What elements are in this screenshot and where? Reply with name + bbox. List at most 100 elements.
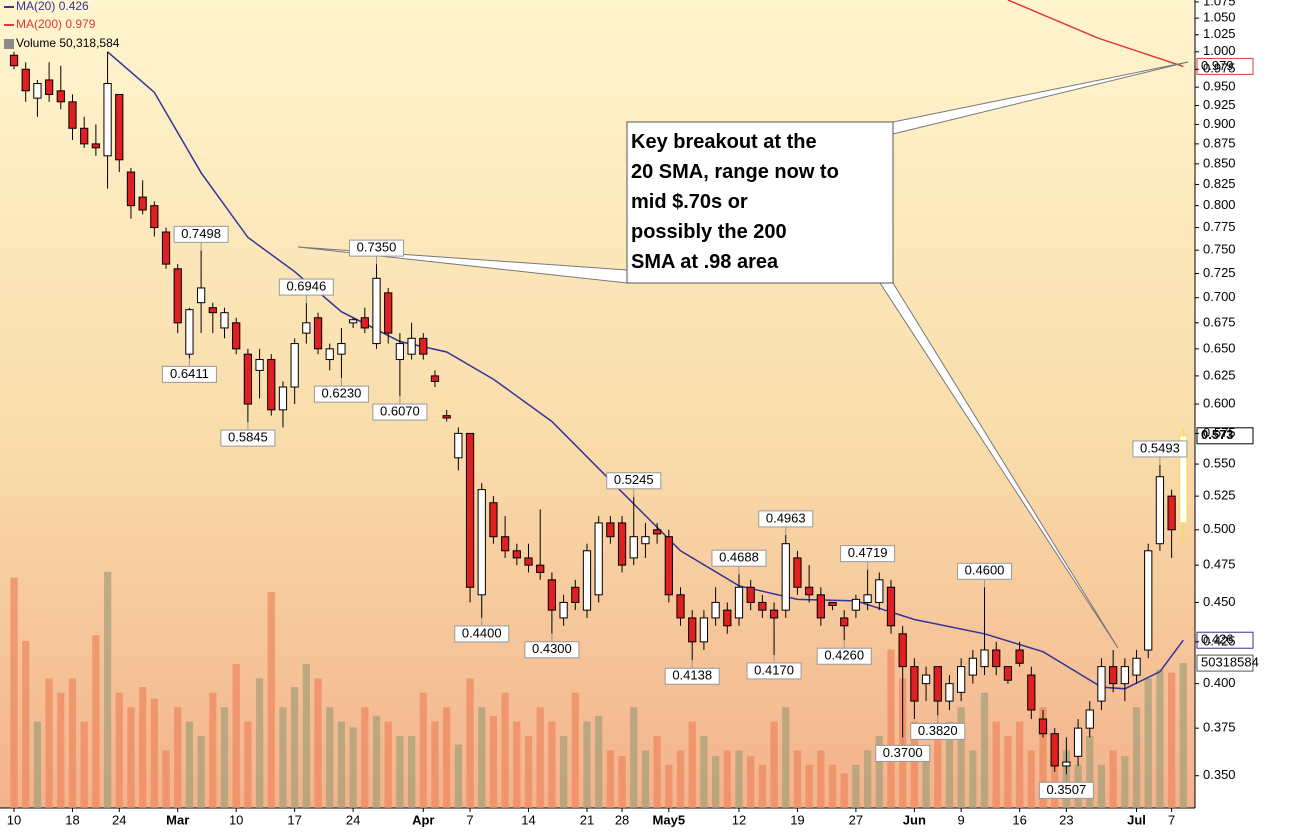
- candle-body: [1073, 727, 1083, 757]
- candle-body: [1109, 666, 1118, 685]
- x-tick-label: May5: [653, 812, 686, 827]
- volume-bar: [852, 764, 860, 808]
- legend-text: MA(20) 0.426: [16, 0, 89, 13]
- candle-body: [337, 343, 346, 355]
- legend-text: Volume 50,318,584: [16, 36, 120, 50]
- candle-body: [921, 674, 931, 685]
- y-tick-label: 1.025: [1203, 26, 1236, 41]
- candle-body: [103, 83, 112, 157]
- candle-body: [161, 231, 171, 265]
- candle-body: [582, 550, 592, 611]
- candle-body: [33, 83, 42, 99]
- price-label: 0.4600: [965, 563, 1005, 578]
- candle-body: [1120, 666, 1129, 685]
- price-tag: [1196, 631, 1254, 649]
- candle-body: [477, 489, 486, 596]
- x-tick-label: 27: [849, 812, 863, 827]
- volume-bar: [185, 721, 194, 808]
- ma-line: [1007, 0, 1184, 68]
- candle-body: [933, 666, 942, 702]
- volume-bar: [232, 664, 240, 808]
- x-tick-label: 10: [229, 812, 243, 827]
- callout-line: mid $.70s or: [631, 191, 748, 213]
- legend-swatch: [4, 39, 14, 49]
- volume-bar: [817, 750, 825, 808]
- y-tick-label: 0.425: [1203, 633, 1236, 648]
- label-box: [746, 662, 802, 680]
- y-tick-label: 0.550: [1203, 455, 1236, 470]
- candle-body: [1050, 733, 1059, 767]
- price-label: 0.4260: [824, 648, 864, 663]
- candle-body: [501, 536, 510, 552]
- candle-body: [80, 127, 89, 145]
- volume-bar: [197, 736, 205, 808]
- volume-bar: [992, 721, 1000, 808]
- candle-body: [512, 550, 521, 559]
- candle-body: [372, 277, 381, 345]
- candle-body: [173, 268, 182, 324]
- candle-body: [267, 359, 276, 411]
- candle-body: [968, 657, 977, 676]
- candle-body: [606, 522, 615, 538]
- volume-bar: [466, 678, 474, 808]
- label-box: [910, 722, 966, 740]
- label-box: [664, 667, 720, 685]
- candle-body: [44, 79, 54, 95]
- candle-body: [384, 292, 393, 334]
- candle-body: [805, 586, 814, 596]
- candle-body: [875, 579, 884, 603]
- price-label: 0.4170: [754, 662, 794, 677]
- volume-bar: [68, 678, 77, 808]
- candle-body: [302, 322, 311, 334]
- candle-body: [489, 502, 498, 538]
- candle-body: [185, 309, 194, 355]
- label-box: [758, 510, 814, 528]
- candle-body: [886, 586, 896, 627]
- callout-line: 20 SMA, range now to: [631, 161, 839, 183]
- candle-body: [851, 598, 861, 611]
- candle-body: [1062, 761, 1071, 767]
- price-label: 0.3820: [918, 723, 958, 738]
- volume-bar: [10, 577, 18, 808]
- label-box: [606, 472, 662, 490]
- volume-bar: [337, 721, 346, 808]
- label-box: [313, 385, 369, 403]
- y-tick-label: 0.750: [1203, 242, 1236, 257]
- volume-bar: [431, 721, 439, 808]
- volume-bar: [758, 764, 766, 808]
- candle-body: [419, 337, 428, 355]
- candle-body: [898, 633, 907, 668]
- callout-line: Key breakout at the: [631, 131, 817, 153]
- price-label: 0.5845: [228, 430, 268, 445]
- volume-bar: [419, 692, 427, 808]
- volume-bar: [548, 721, 556, 808]
- plot-background: [0, 0, 1195, 808]
- price-tag: [1196, 427, 1254, 445]
- label-box: [278, 278, 334, 296]
- label-box: [1132, 440, 1188, 458]
- volume-bar: [618, 756, 626, 808]
- volume-bar: [1132, 707, 1141, 808]
- volume-bar: [209, 692, 217, 808]
- x-tick-label: 24: [346, 812, 360, 827]
- volume-bar: [33, 721, 42, 808]
- volume-bar: [980, 692, 989, 808]
- volume-bar: [267, 592, 275, 808]
- x-tick-label: Jul: [1127, 812, 1146, 827]
- price-tag-text: 0.979: [1201, 58, 1234, 73]
- candle-body: [1167, 495, 1176, 531]
- candle-body: [325, 348, 334, 361]
- y-tick-label: 1.075: [1203, 0, 1236, 8]
- volume-bar: [501, 692, 509, 808]
- price-label: 0.6946: [286, 279, 326, 294]
- candle-body: [1155, 476, 1165, 545]
- candle-body: [840, 617, 849, 627]
- x-tick-label: 10: [7, 812, 21, 827]
- volume-bar: [828, 764, 837, 808]
- candle-body: [208, 307, 217, 314]
- volume-bar: [80, 721, 88, 808]
- price-label: 0.4400: [462, 625, 502, 640]
- candle-body: [758, 601, 767, 611]
- volume-bar: [150, 698, 158, 808]
